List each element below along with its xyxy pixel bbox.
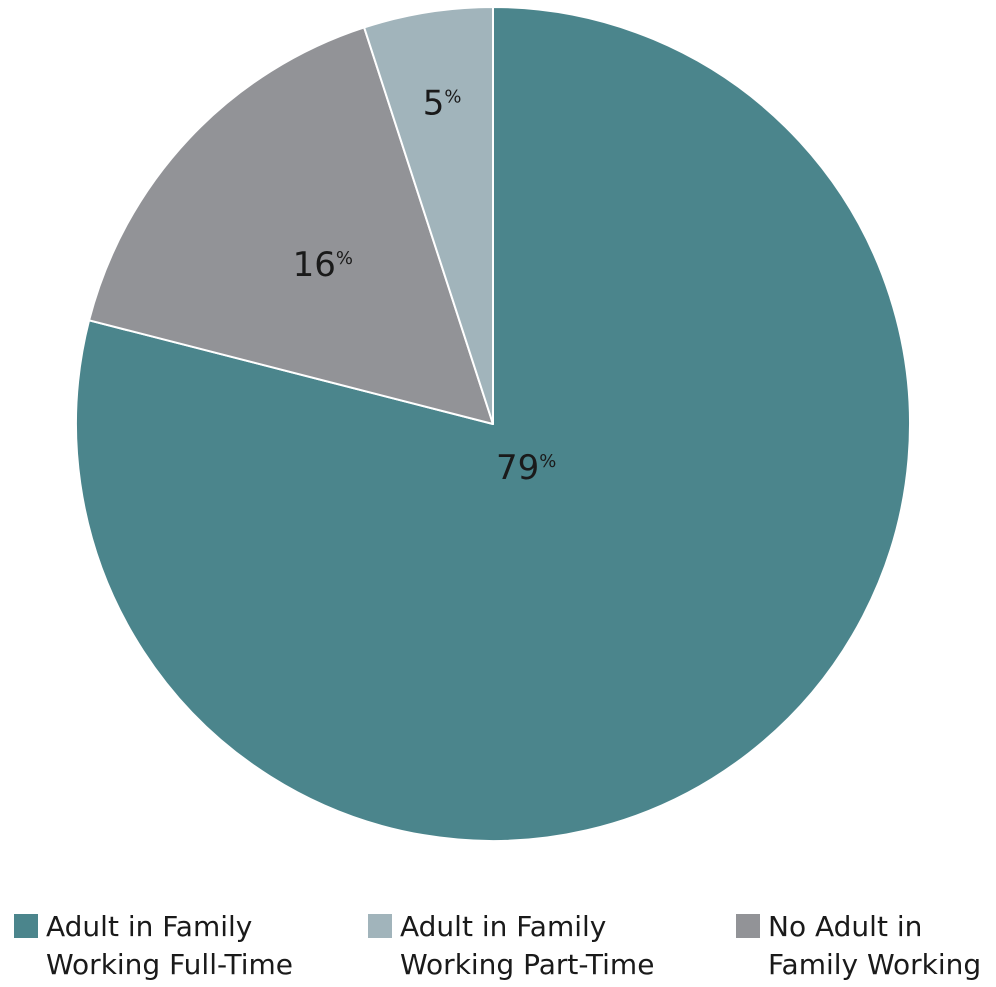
- pie-slice-2: [363, 6, 494, 425]
- slice-label-0: 79%: [496, 448, 556, 488]
- slice-label-unit-0: %: [539, 451, 556, 472]
- legend-swatch-full-time: [14, 914, 38, 938]
- legend-item-no-adult: No Adult in Family Working: [736, 908, 981, 984]
- legend-item-part-time: Adult in Family Working Part-Time: [368, 908, 654, 984]
- slice-label-unit-1: %: [336, 248, 353, 269]
- legend: Adult in Family Working Full-Time Adult …: [0, 908, 996, 987]
- legend-label-no-adult: No Adult in Family Working: [768, 910, 982, 981]
- pie-slices: [75, 6, 911, 842]
- legend-swatch-part-time: [368, 914, 392, 938]
- slice-label-unit-2: %: [444, 87, 461, 108]
- legend-item-full-time: Adult in Family Working Full-Time: [14, 908, 293, 984]
- slice-label-1: 16%: [293, 245, 353, 285]
- slice-label-2: 5%: [423, 84, 462, 124]
- pie-slice-1: [88, 26, 494, 425]
- legend-label-full-time: Adult in Family Working Full-Time: [46, 910, 294, 981]
- pie-chart: 79%16%5%: [75, 6, 911, 842]
- legend-label-part-time: Adult in Family Working Part-Time: [400, 910, 655, 981]
- pie-slice-0: [75, 6, 911, 842]
- slice-label-value-0: 79: [496, 448, 539, 488]
- pie-labels: 79%16%5%: [293, 84, 557, 488]
- slice-label-value-2: 5: [423, 84, 445, 124]
- slice-label-value-1: 16: [293, 245, 336, 285]
- legend-swatch-no-adult: [736, 914, 760, 938]
